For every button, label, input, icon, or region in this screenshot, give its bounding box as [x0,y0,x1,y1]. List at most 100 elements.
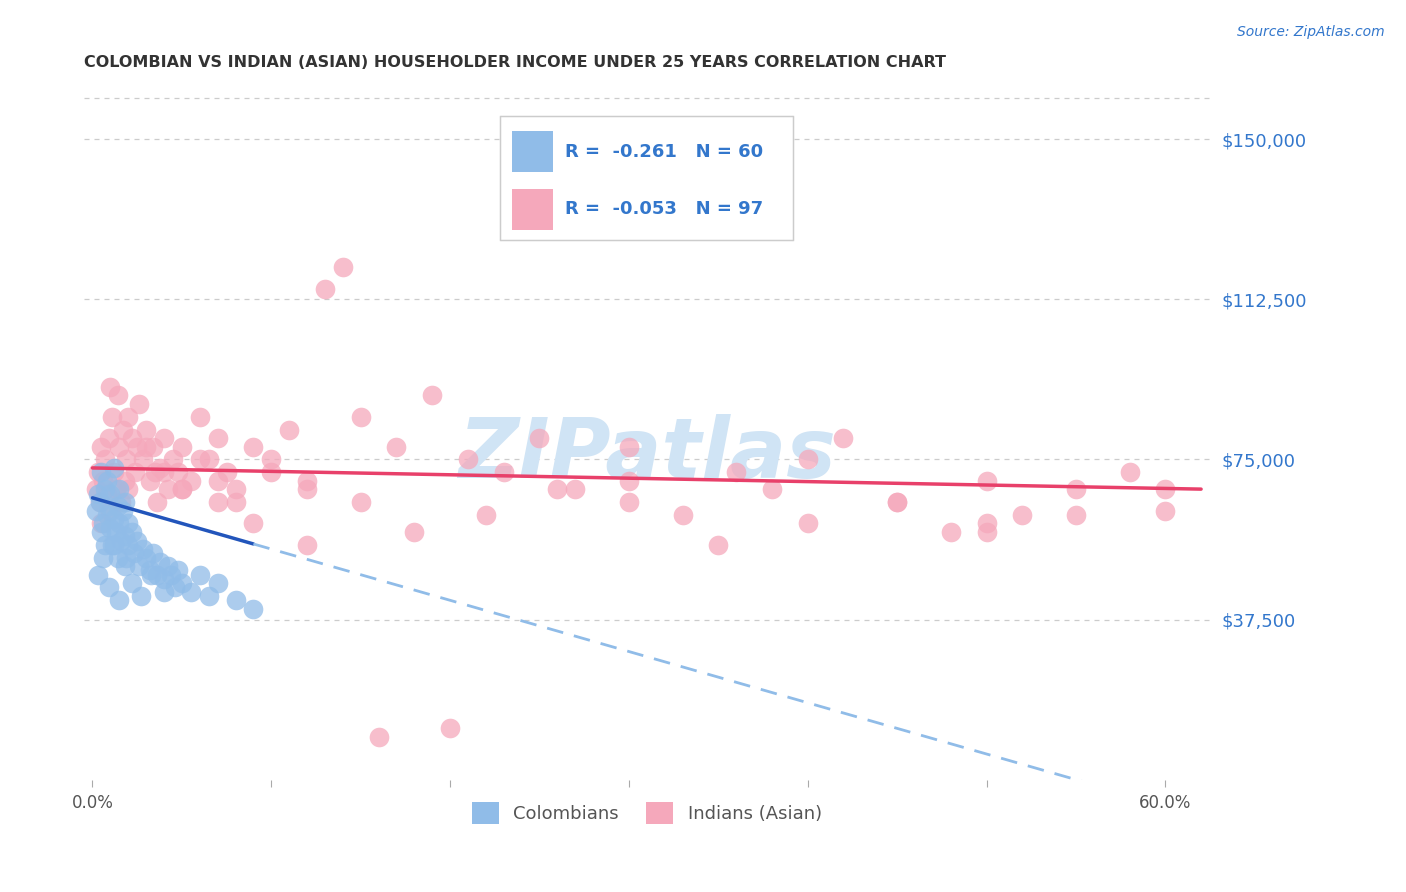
Point [156,483,179,497]
Point [135,550,157,565]
Point [167,465,190,479]
Point [207,576,229,591]
Point [117,538,139,552]
Point [131,542,153,557]
Point [707,538,730,552]
Point [91,474,114,488]
Point [385,440,408,454]
Point [84,483,107,497]
Point [529,431,551,445]
Point [207,431,229,445]
Point [225,483,247,497]
Point [143,465,166,479]
Point [350,495,373,509]
Text: COLOMBIAN VS INDIAN (ASIAN) HOUSEHOLDER INCOME UNDER 25 YEARS CORRELATION CHART: COLOMBIAN VS INDIAN (ASIAN) HOUSEHOLDER … [83,55,945,70]
Point [131,452,153,467]
Point [98,503,121,517]
Point [546,483,568,497]
Point [117,516,139,531]
Point [225,593,247,607]
Point [127,440,149,454]
Point [886,495,908,509]
Point [97,581,120,595]
Point [1118,465,1140,479]
Point [1011,508,1033,522]
Point [128,559,150,574]
Point [128,397,150,411]
Point [160,567,183,582]
Point [103,461,125,475]
Point [976,516,998,531]
Point [242,602,264,616]
Point [124,465,146,479]
Point [87,567,110,582]
Point [617,474,640,488]
Point [142,546,165,560]
Point [671,508,693,522]
Point [103,512,125,526]
Point [122,546,145,560]
Point [87,465,110,479]
Point [796,516,818,531]
Text: ZIPatlas: ZIPatlas [458,414,835,495]
Point [1154,503,1177,517]
Point [96,486,118,500]
Point [98,486,121,500]
Point [84,503,107,517]
Point [98,380,121,394]
Point [153,572,176,586]
Point [110,533,132,548]
Point [149,555,172,569]
Point [111,503,134,517]
Point [350,409,373,424]
Point [138,563,160,577]
Point [314,282,336,296]
Point [121,524,143,539]
Point [114,529,136,543]
Point [107,388,129,402]
Point [1154,483,1177,497]
Point [1064,508,1087,522]
Point [170,440,193,454]
Point [90,516,112,531]
Point [94,452,117,467]
Point [108,516,131,531]
Point [242,440,264,454]
Point [146,567,169,582]
Point [117,483,139,497]
Point [153,431,176,445]
Point [167,563,190,577]
Point [617,440,640,454]
Point [180,584,202,599]
Point [96,508,118,522]
Point [91,550,114,565]
Point [127,533,149,548]
Point [141,567,163,582]
Point [89,495,111,509]
Point [114,559,136,574]
Point [295,538,318,552]
Point [976,474,998,488]
Point [114,474,136,488]
Point [207,474,229,488]
Point [188,452,211,467]
Point [197,452,219,467]
Point [225,495,247,509]
Point [725,465,748,479]
Point [215,465,238,479]
Point [115,452,138,467]
Point [110,495,132,509]
Point [188,567,211,582]
Point [153,584,176,599]
Text: Source: ZipAtlas.com: Source: ZipAtlas.com [1237,25,1385,39]
Point [107,550,129,565]
Point [149,461,172,475]
Point [96,474,118,488]
Point [170,483,193,497]
Point [153,465,176,479]
Point [367,730,389,744]
Point [87,486,110,500]
Point [295,483,318,497]
Point [761,483,783,497]
Point [94,483,117,497]
